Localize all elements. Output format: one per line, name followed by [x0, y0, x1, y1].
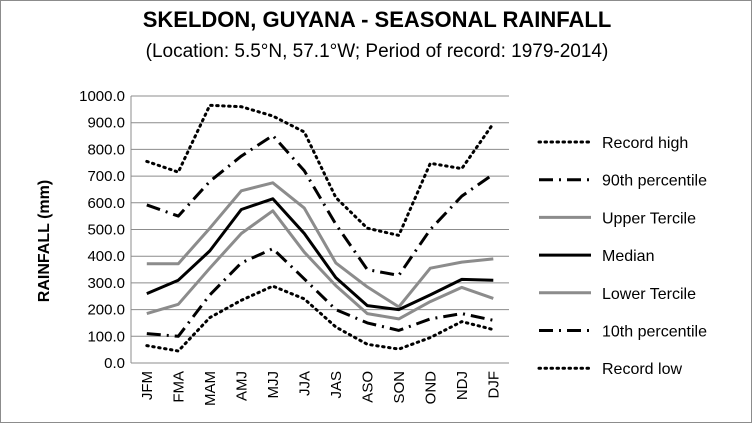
- y-tick-label: 900.0: [87, 115, 125, 132]
- x-tick-label: JJA: [296, 371, 313, 396]
- x-tick-label: AMJ: [233, 371, 250, 401]
- y-tick-label: 0.0: [104, 355, 125, 372]
- x-tick-label: JFM: [139, 371, 156, 400]
- x-tick-label: MAM: [202, 371, 219, 406]
- y-tick-label: 300.0: [87, 275, 125, 292]
- y-tick-label: 700.0: [87, 168, 125, 185]
- legend-label: Upper Tercile: [602, 210, 696, 227]
- y-tick-label: 500.0: [87, 222, 125, 239]
- y-tick-label: 600.0: [87, 195, 125, 212]
- series-line: [146, 181, 494, 309]
- legend: Record high 90th percentile Upper Tercile M…: [537, 135, 707, 378]
- legend-label: 90th percentile: [602, 173, 707, 190]
- x-tick-label: OND: [422, 371, 439, 405]
- chart-subtitle: (Location: 5.5°N, 57.1°W; Period of reco…: [145, 41, 609, 62]
- series-line: [145, 103, 495, 237]
- legend-label: 10th percentile: [602, 324, 707, 341]
- gridlines: [131, 95, 509, 364]
- x-tick-label: DJF: [485, 371, 502, 399]
- y-tick-label: 800.0: [87, 141, 125, 158]
- axes: 0.0 100.0 200.0 300.0 400.0 500.0 600.0 700.0 80…: [79, 88, 509, 406]
- y-tick-label: 400.0: [87, 248, 125, 265]
- legend-label: Median: [602, 248, 654, 265]
- chart-title: SKELDON, GUYANA - SEASONAL RAINFALL: [142, 7, 612, 32]
- series-line: [146, 247, 494, 338]
- series-line: [145, 284, 495, 353]
- y-tick-label: 100.0: [87, 328, 125, 345]
- y-tick-label: 200.0: [87, 302, 125, 319]
- series-line: [146, 134, 495, 277]
- series-lines: [145, 103, 495, 353]
- legend-label: Record high: [602, 135, 688, 152]
- x-tick-label: SON: [391, 371, 408, 404]
- y-tick-label: 1000.0: [79, 88, 125, 105]
- series-line: [146, 209, 494, 321]
- x-tick-label: MJJ: [265, 371, 282, 399]
- x-tick-label: NDJ: [454, 371, 471, 400]
- x-tick-label: ASO: [359, 371, 376, 403]
- x-tick-label: JAS: [328, 371, 345, 399]
- y-axis-label: RAINFALL (mm): [36, 180, 53, 302]
- series-line: [146, 197, 494, 312]
- x-tick-label: FMA: [170, 371, 187, 403]
- legend-label: Record low: [602, 361, 682, 378]
- legend-label: Lower Tercile: [602, 286, 696, 303]
